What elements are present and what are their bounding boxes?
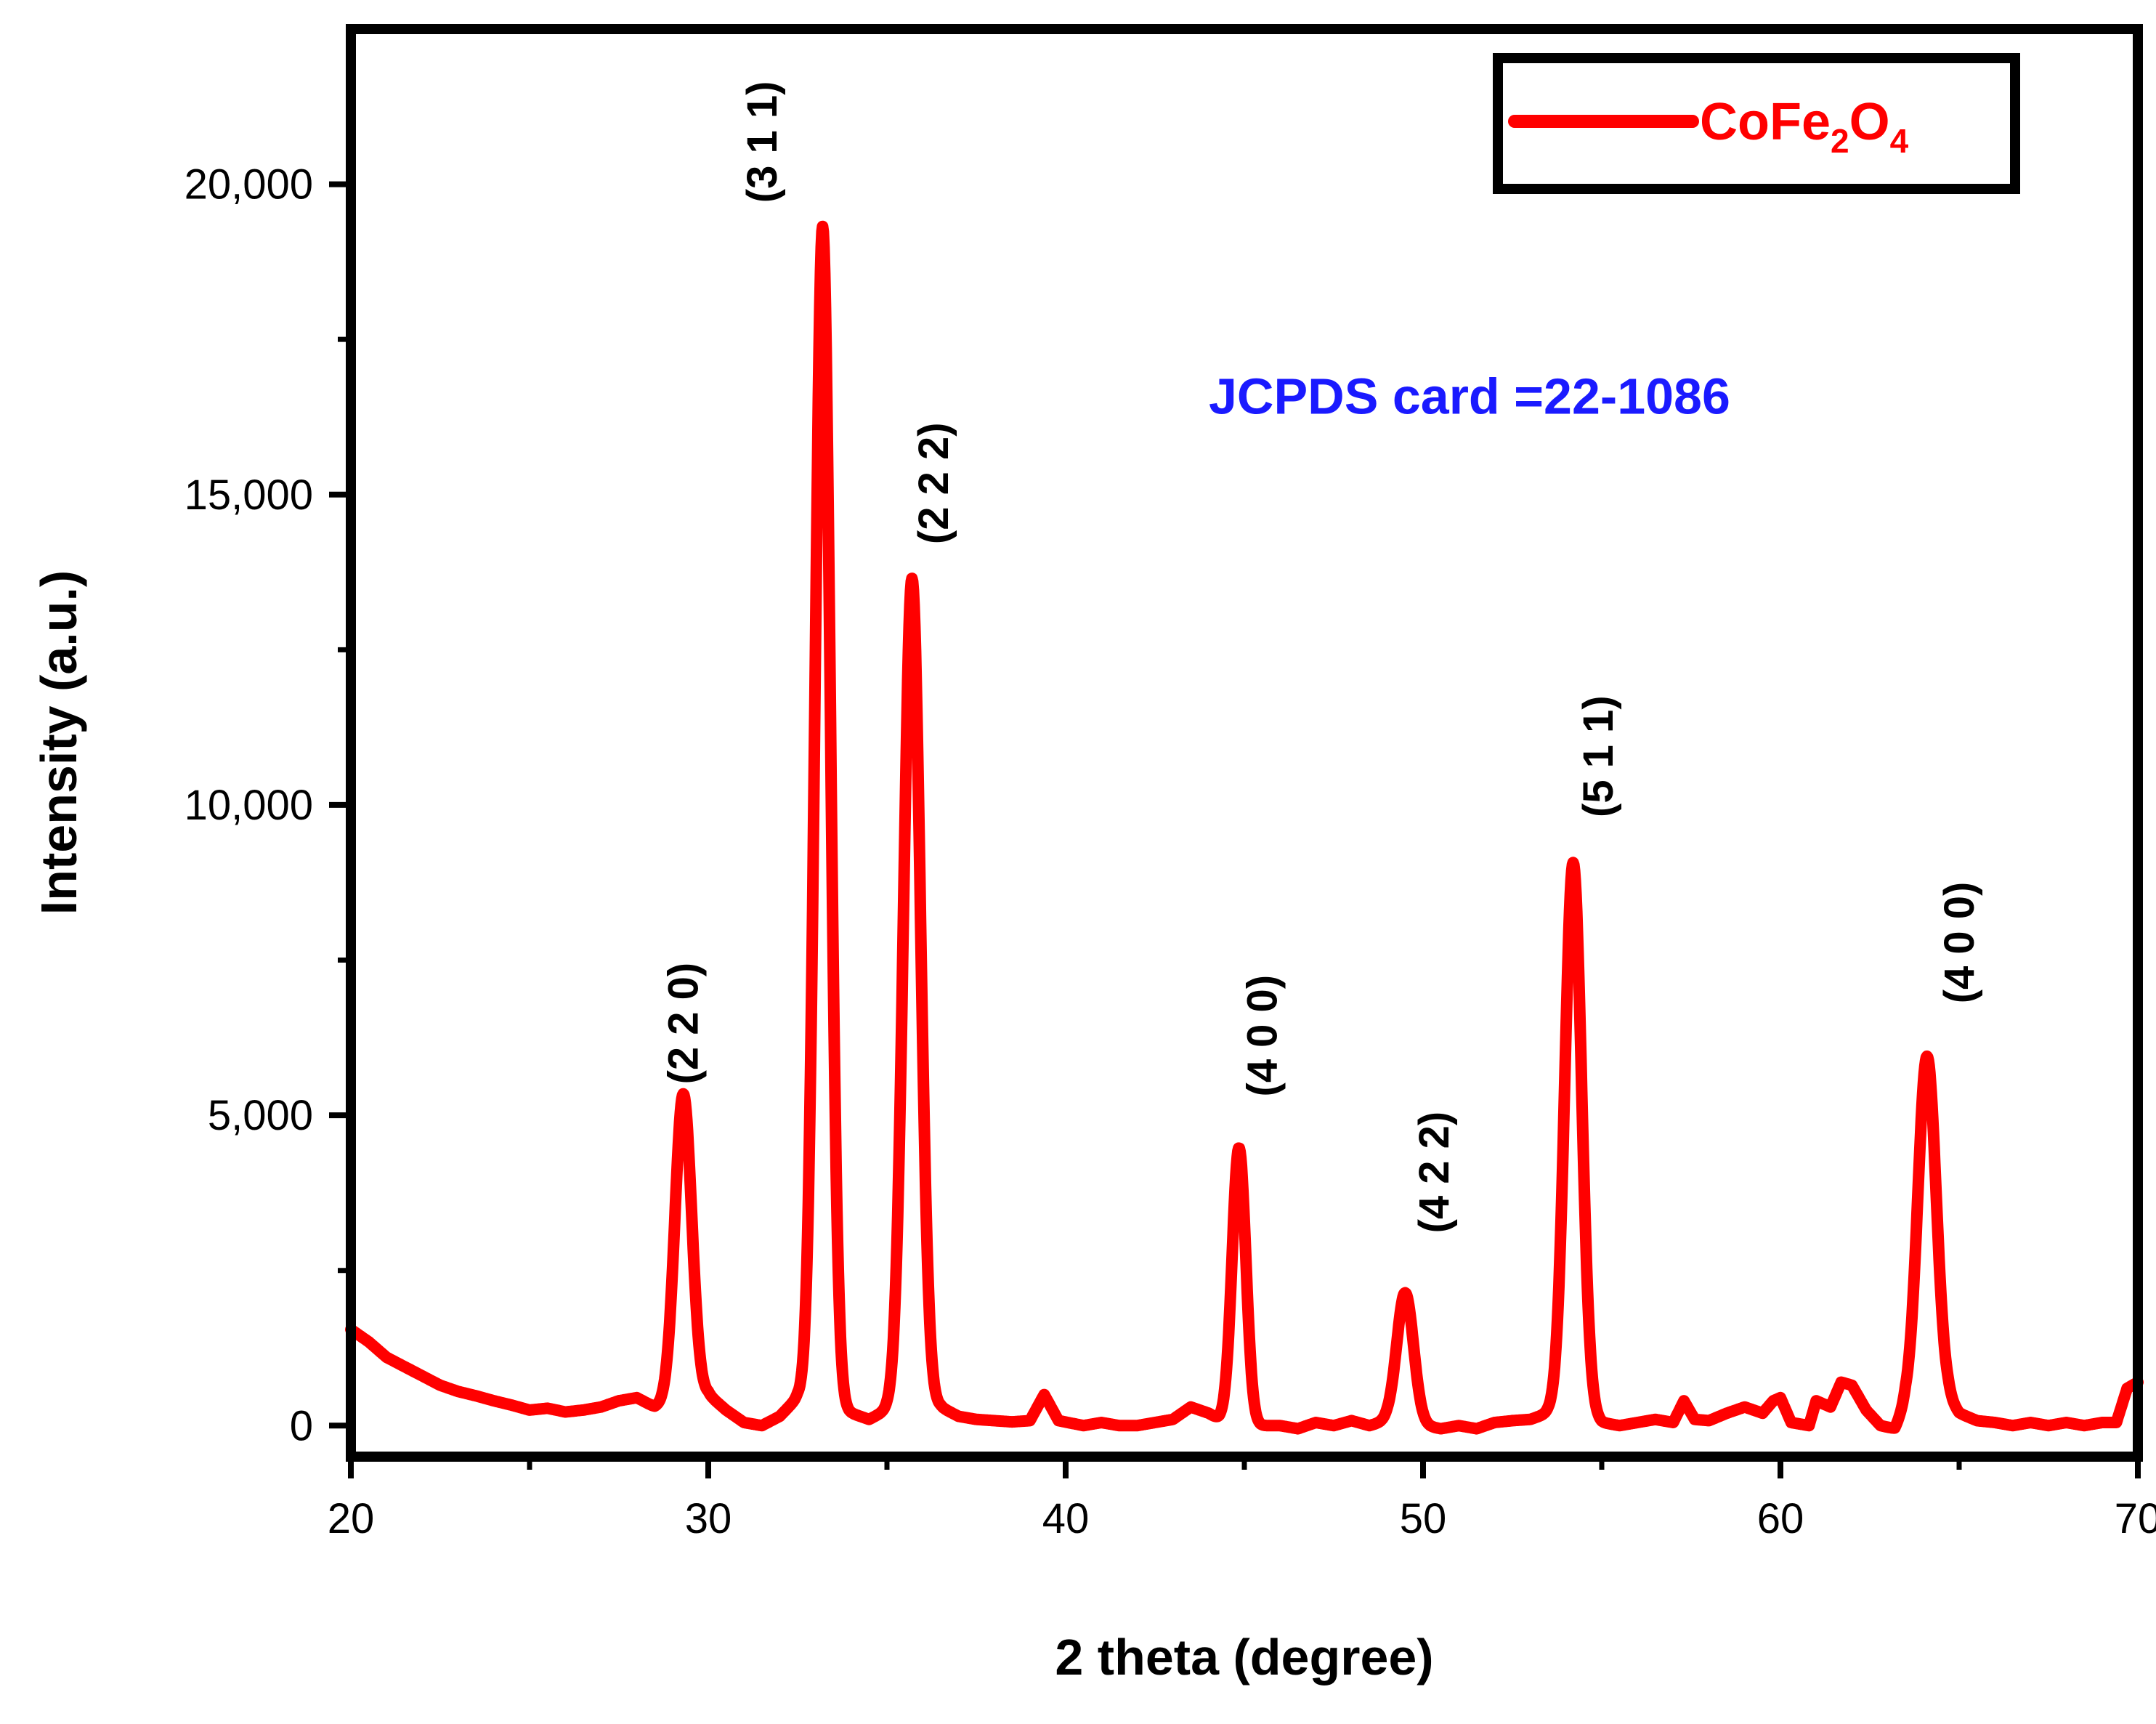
x-tick-label: 70: [2115, 1495, 2156, 1542]
x-tick-label: 60: [1757, 1495, 1804, 1542]
x-tick-label: 30: [685, 1495, 732, 1542]
peak-label: (5 1 1): [1575, 695, 1622, 817]
series-line-cofe2o4: [345, 220, 2144, 1435]
y-tick-label: 0: [290, 1402, 313, 1449]
peak-label: (4 0 0): [1936, 882, 1983, 1004]
legend-label: CoFe2O4: [1700, 93, 1909, 160]
legend-label-part: CoFe: [1700, 93, 1831, 151]
y-tick-label: 15,000: [185, 472, 313, 519]
peak-label: (4 0 0): [1239, 975, 1286, 1097]
jcpds-annotation: JCPDS card =22-1086: [1209, 368, 1730, 425]
y-tick-label: 10,000: [185, 782, 313, 829]
y-tick-label: 20,000: [185, 161, 313, 209]
peak-label: (4 2 2): [1411, 1112, 1458, 1234]
x-tick-label: 40: [1042, 1495, 1090, 1542]
plot-frame: [346, 24, 2143, 1462]
legend: CoFe2O4: [1493, 53, 2020, 194]
x-tick-label: 20: [328, 1495, 375, 1542]
legend-label-part: 4: [1890, 122, 1909, 160]
legend-label-part: 2: [1831, 122, 1849, 160]
legend-label-part: O: [1849, 93, 1890, 151]
peak-label: (3 1 1): [739, 81, 786, 203]
y-axis-title: Intensity (a.u.): [31, 570, 87, 915]
peak-label: (2 2 0): [660, 963, 708, 1085]
peak-label: (2 2 2): [910, 422, 957, 544]
y-tick-label: 5,000: [208, 1092, 313, 1139]
x-axis-title: 2 theta (degree): [1055, 1629, 1433, 1685]
x-tick-label: 50: [1400, 1495, 1447, 1542]
